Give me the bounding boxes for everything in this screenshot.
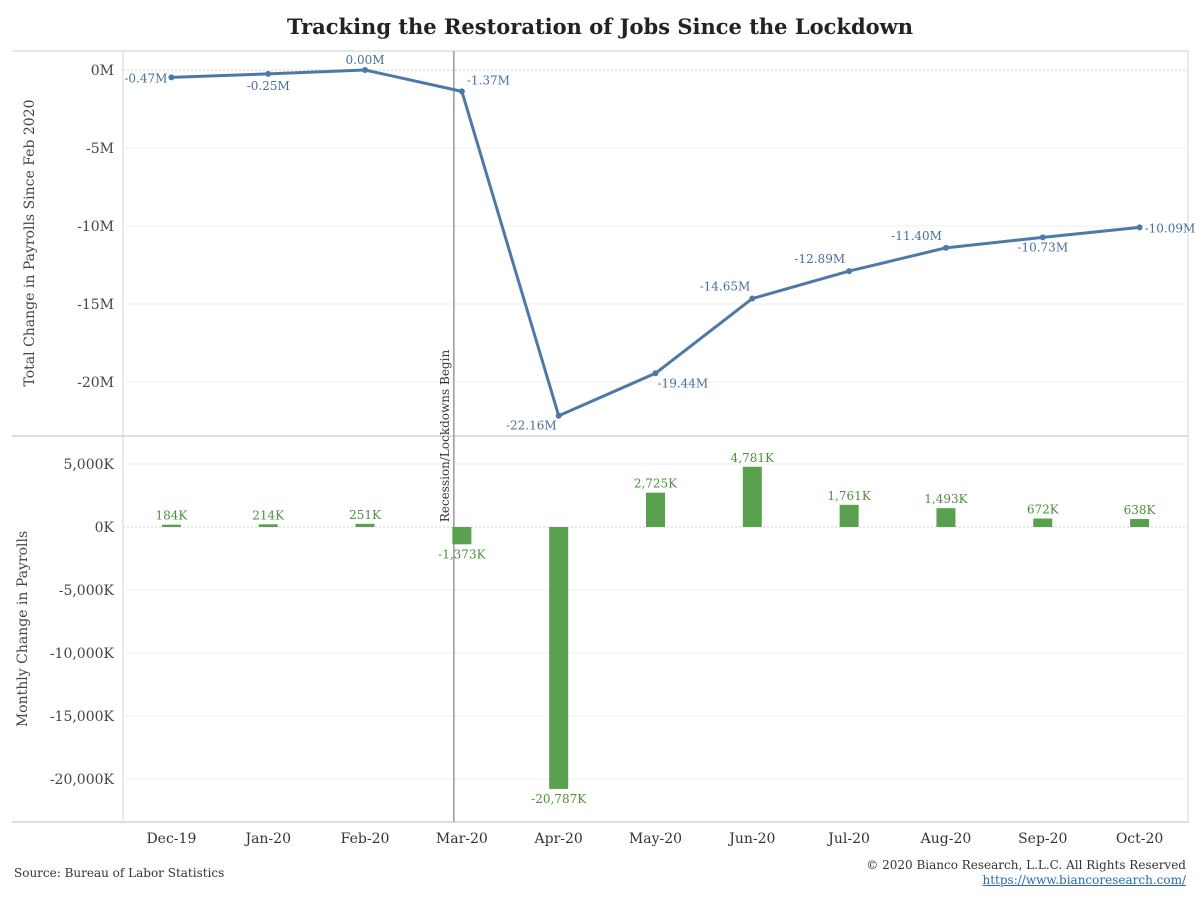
- bar-data-label: 214K: [252, 508, 285, 522]
- x-tick-label: May-20: [629, 831, 682, 847]
- source-note: Source: Bureau of Labor Statistics: [14, 866, 225, 880]
- payroll-bar: [355, 523, 375, 527]
- bar-data-label: 4,781K: [731, 451, 775, 465]
- payroll-bar: [258, 524, 278, 527]
- payroll-bar: [549, 527, 569, 789]
- line-data-label: -19.44M: [658, 376, 709, 390]
- payroll-total-line: [171, 68, 1140, 418]
- bar-data-label: 1,761K: [827, 489, 871, 503]
- bar-data-label: 672K: [1027, 503, 1060, 517]
- line-point: [1039, 234, 1046, 241]
- payroll-bar: [1130, 518, 1150, 527]
- bar-data-label: 638K: [1124, 503, 1157, 517]
- line-data-label: -11.40M: [891, 229, 942, 243]
- bar-data-label: -1,373K: [438, 547, 486, 561]
- line-data-label: -14.65M: [700, 280, 751, 294]
- line-data-label: -1.37M: [467, 73, 510, 87]
- x-tick-label: Jun-20: [727, 831, 775, 847]
- x-tick-label: Oct-20: [1116, 831, 1164, 847]
- x-tick-label: Dec-19: [146, 831, 196, 847]
- top-y-tick-label: -20M: [77, 375, 114, 391]
- x-tick-label: Jul-20: [826, 831, 870, 847]
- bottom-y-tick-label: -5,000K: [59, 583, 115, 599]
- payroll-bar: [839, 504, 859, 527]
- line-data-label: -10.73M: [1017, 240, 1068, 254]
- payroll-bar: [646, 492, 665, 527]
- bottom-y-tick-label: -20,000K: [50, 772, 115, 788]
- line-data-label: -12.89M: [794, 252, 845, 266]
- line-data-label: -0.25M: [247, 79, 290, 93]
- x-tick-label: Feb-20: [341, 831, 390, 847]
- top-y-axis-title: Total Change in Payrolls Since Feb 2020: [22, 99, 38, 386]
- bottom-y-axis-title: Monthly Change in Payrolls: [15, 531, 31, 727]
- line-point: [942, 244, 949, 251]
- line-point: [265, 70, 272, 77]
- line-data-label: 0.00M: [346, 53, 385, 67]
- bar-data-label: -20,787K: [531, 792, 587, 806]
- x-tick-label: Aug-20: [920, 831, 972, 847]
- line-data-label: -0.47M: [124, 71, 167, 85]
- bottom-y-tick-label: -10,000K: [50, 646, 115, 662]
- payroll-bar: [936, 508, 956, 527]
- x-tick-label: Sep-20: [1018, 831, 1067, 847]
- x-tick-label: Jan-20: [243, 831, 291, 847]
- bottom-y-tick-label: 5,000K: [63, 457, 114, 473]
- line-point: [749, 295, 756, 302]
- bar-data-label: 184K: [155, 509, 188, 523]
- line-point: [846, 268, 853, 275]
- line-point: [652, 370, 659, 377]
- line-point: [1136, 224, 1143, 231]
- line-point: [555, 412, 562, 419]
- line-point: [458, 88, 465, 95]
- top-y-tick-label: 0M: [91, 63, 114, 79]
- bottom-y-tick-label: 0K: [95, 520, 115, 536]
- top-y-tick-label: -10M: [77, 219, 114, 235]
- payroll-bar: [742, 466, 762, 527]
- payroll-bar: [452, 527, 472, 545]
- line-point: [168, 74, 175, 81]
- payroll-bar: [161, 524, 181, 527]
- payroll-bar: [1033, 518, 1053, 527]
- line-data-label: -22.16M: [506, 419, 557, 433]
- bar-data-label: 1,493K: [924, 492, 968, 506]
- website-link[interactable]: https://www.biancoresearch.com/: [982, 873, 1186, 887]
- bottom-y-tick-label: -15,000K: [50, 709, 115, 725]
- recession-annotation: Recession/Lockdowns Begin: [438, 350, 452, 523]
- bar-data-label: 2,725K: [634, 477, 678, 491]
- chart-title: Tracking the Restoration of Jobs Since t…: [286, 14, 914, 39]
- line-point: [362, 67, 369, 73]
- x-tick-label: Mar-20: [436, 831, 488, 847]
- x-tick-label: Apr-20: [534, 831, 583, 847]
- top-y-tick-label: -5M: [86, 141, 114, 157]
- bar-data-label: 251K: [349, 508, 382, 522]
- copyright-note: © 2020 Bianco Research, L.L.C. All Right…: [866, 858, 1186, 872]
- top-y-tick-label: -15M: [77, 297, 114, 313]
- line-data-label: -10.09M: [1145, 221, 1196, 235]
